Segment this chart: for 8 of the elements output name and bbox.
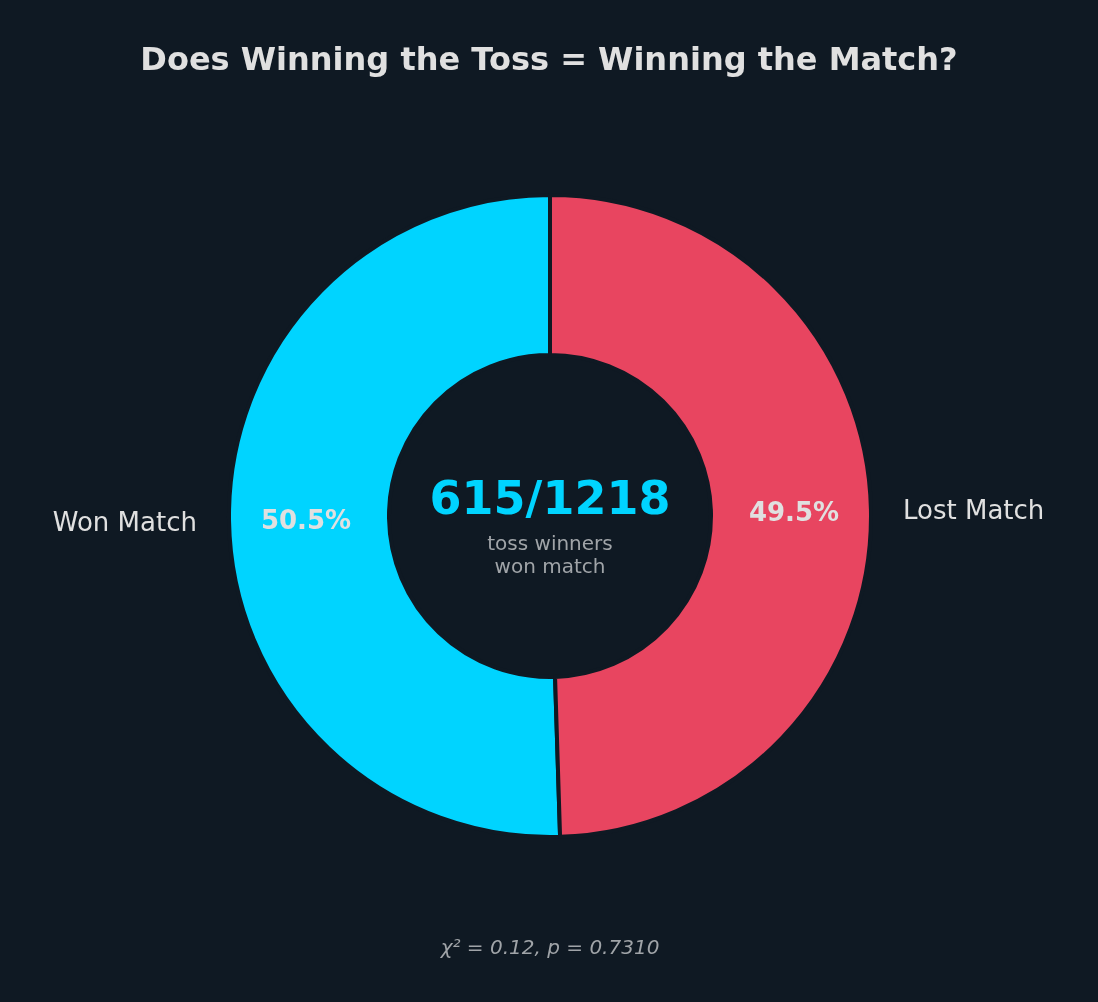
text: 615/1218 [429,471,671,525]
data-label: 50.5% [260,504,352,535]
text: toss winners won match [487,530,613,578]
slice-label: Lost Match [903,495,1045,526]
chart-title: Does Winning the Toss = Winning the Match? [140,40,958,78]
data-label: 49.5% [748,497,840,528]
slice-label: Won Match [52,506,197,537]
text: χ² = 0.12, p = 0.7310 [439,935,660,959]
